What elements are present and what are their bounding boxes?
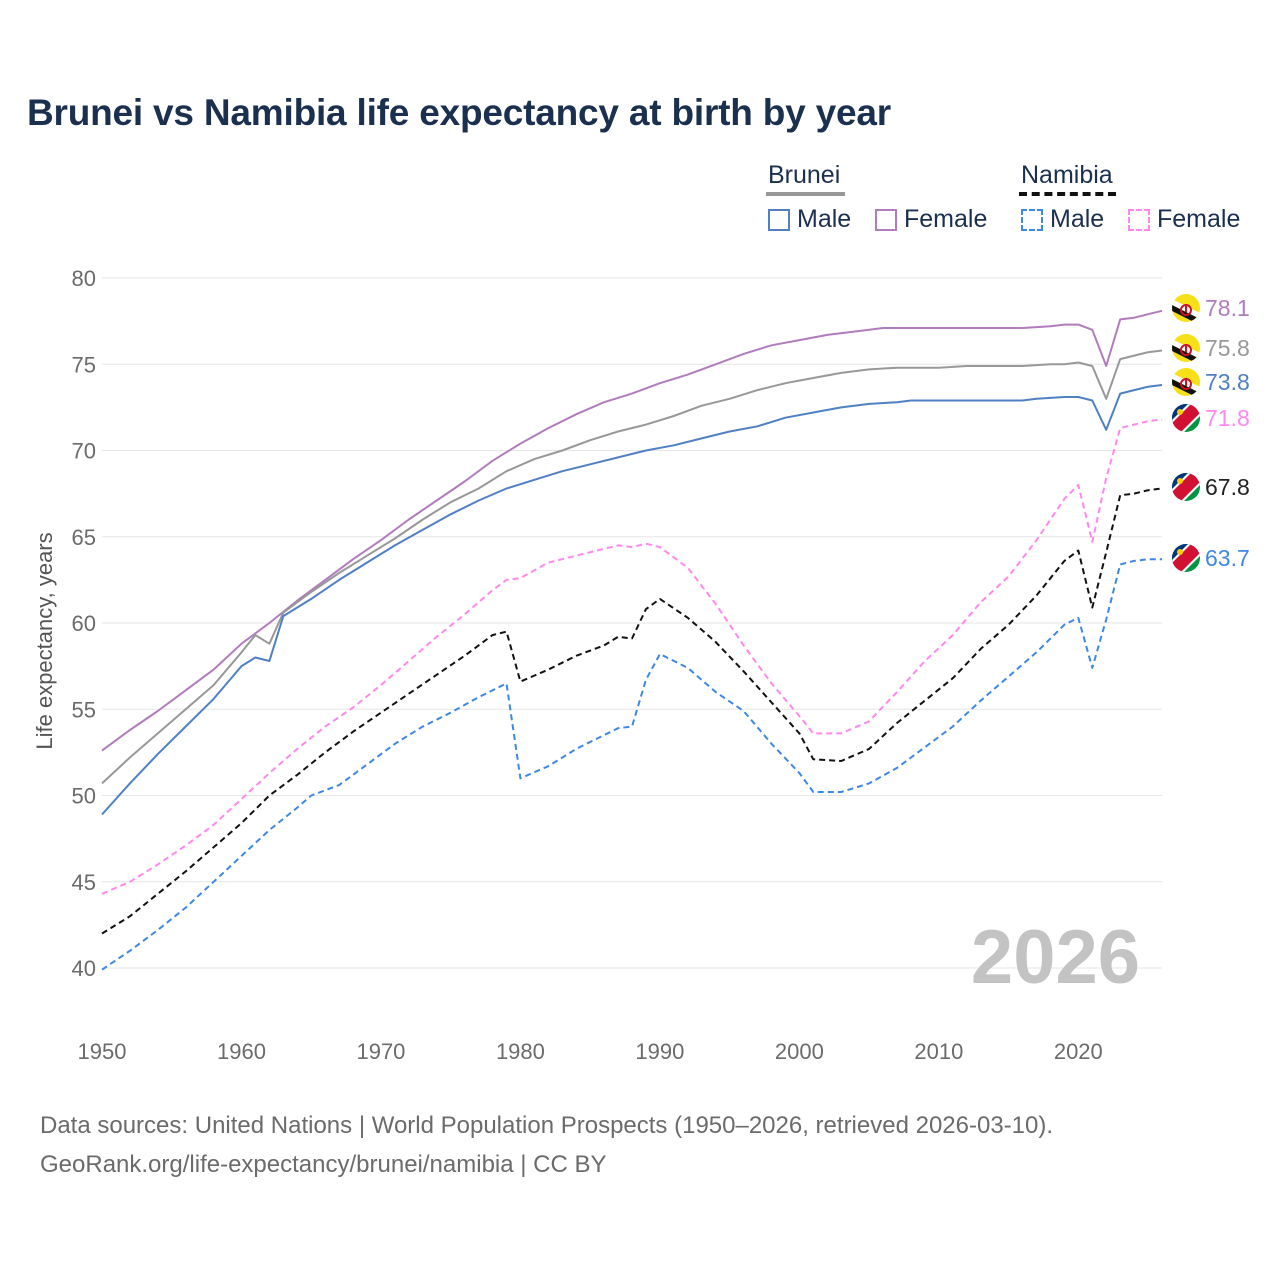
flag-namibia-icon bbox=[1170, 542, 1202, 574]
y-axis-title: Life expectancy, years bbox=[32, 532, 57, 749]
series-line-namibia-male[interactable] bbox=[101, 558, 1162, 971]
legend-brunei-female[interactable]: Female bbox=[875, 205, 987, 234]
x-tick-1970: 1970 bbox=[356, 1039, 405, 1064]
y-axis-ticks: 40 45 50 55 60 65 70 75 80 bbox=[72, 266, 96, 981]
chart-title: Brunei vs Namibia life expectancy at bir… bbox=[27, 92, 891, 133]
end-markers: 78.1 75.8 73.8 71.8 67.8 63.7 bbox=[1170, 294, 1250, 574]
flag-brunei-icon bbox=[1172, 368, 1200, 399]
end-label-namibia-total: 67.8 bbox=[1205, 474, 1250, 500]
source-note: Data sources: United Nations | World Pop… bbox=[40, 1106, 1053, 1184]
end-label-brunei-male: 73.8 bbox=[1205, 369, 1250, 395]
x-tick-1960: 1960 bbox=[217, 1039, 266, 1064]
series-line-namibia-female[interactable] bbox=[101, 418, 1163, 895]
series-group bbox=[101, 309, 1163, 971]
legend-namibia-label: Namibia bbox=[1021, 161, 1113, 189]
series-line-brunei-male[interactable] bbox=[101, 384, 1163, 816]
y-tick-80: 80 bbox=[72, 266, 96, 291]
legend-namibia-male[interactable]: Male bbox=[1021, 205, 1104, 234]
x-tick-2000: 2000 bbox=[775, 1039, 824, 1064]
x-axis-ticks: 1950 1960 1970 1980 1990 2000 2010 2020 bbox=[78, 1039, 1103, 1064]
y-tick-65: 65 bbox=[72, 525, 96, 550]
x-tick-2010: 2010 bbox=[914, 1039, 963, 1064]
end-label-brunei-female: 78.1 bbox=[1205, 295, 1250, 321]
legend-namibia-line bbox=[1019, 192, 1116, 196]
legend-swatch-namibia-male bbox=[1021, 208, 1043, 231]
source-line-1: Data sources: United Nations | World Pop… bbox=[40, 1112, 1054, 1139]
flag-namibia-icon bbox=[1170, 402, 1202, 434]
legend-swatch-brunei-female bbox=[875, 208, 897, 231]
legend-brunei-male-label: Male bbox=[797, 205, 852, 233]
grid bbox=[102, 277, 1162, 969]
x-tick-1980: 1980 bbox=[496, 1039, 545, 1064]
y-tick-60: 60 bbox=[72, 611, 96, 636]
y-tick-40: 40 bbox=[72, 956, 96, 981]
legend-swatch-namibia-female bbox=[1128, 208, 1150, 231]
series-line-namibia-total[interactable] bbox=[101, 487, 1163, 935]
y-tick-45: 45 bbox=[72, 870, 96, 895]
x-tick-2020: 2020 bbox=[1054, 1039, 1103, 1064]
legend-brunei-male[interactable]: Male bbox=[768, 205, 851, 234]
x-tick-1990: 1990 bbox=[635, 1039, 684, 1064]
year-watermark: 2026 bbox=[971, 915, 1140, 1000]
flag-brunei-icon bbox=[1172, 334, 1200, 365]
legend-namibia-female[interactable]: Female bbox=[1128, 205, 1240, 234]
y-tick-75: 75 bbox=[72, 352, 96, 377]
legend-brunei-line bbox=[766, 192, 845, 196]
legend-brunei-female-label: Female bbox=[904, 205, 988, 233]
legend-namibia-male-label: Male bbox=[1050, 205, 1105, 233]
series-line-brunei-female[interactable] bbox=[101, 309, 1163, 752]
flag-namibia-icon bbox=[1170, 471, 1202, 503]
source-line-2[interactable]: GeoRank.org/life-expectancy/brunei/namib… bbox=[40, 1151, 607, 1178]
y-tick-70: 70 bbox=[72, 439, 96, 464]
end-label-namibia-male: 63.7 bbox=[1205, 545, 1250, 571]
y-tick-50: 50 bbox=[72, 784, 96, 809]
legend-brunei-label: Brunei bbox=[768, 161, 841, 189]
legend-swatch-brunei-male bbox=[768, 208, 790, 231]
legend-namibia-female-label: Female bbox=[1157, 205, 1241, 233]
end-label-namibia-female: 71.8 bbox=[1205, 405, 1250, 431]
y-tick-55: 55 bbox=[72, 697, 96, 722]
flag-brunei-icon bbox=[1172, 294, 1200, 325]
end-label-brunei-total: 75.8 bbox=[1205, 335, 1250, 361]
x-tick-1950: 1950 bbox=[78, 1039, 127, 1064]
series-line-brunei-total[interactable] bbox=[101, 349, 1163, 785]
